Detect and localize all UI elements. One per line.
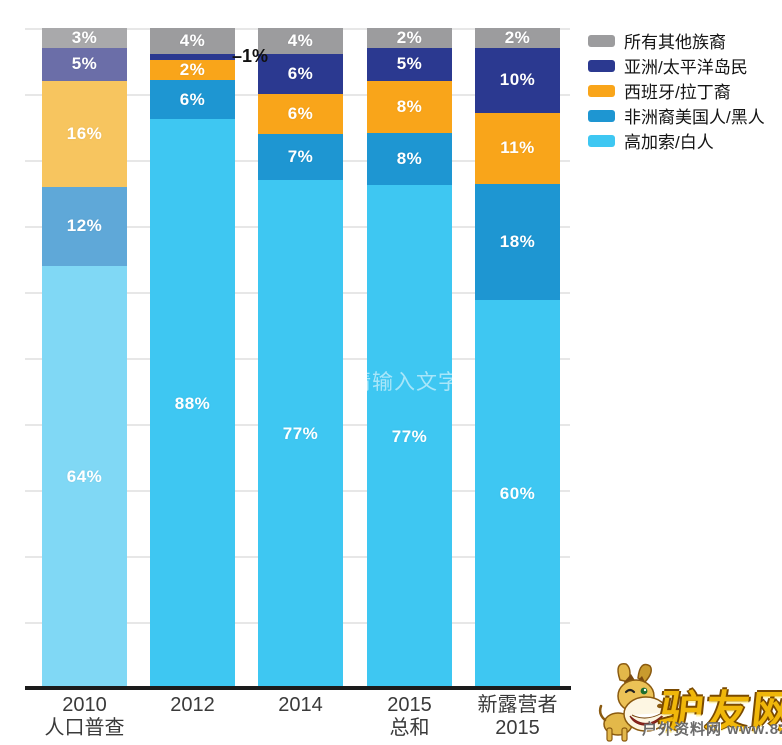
bar-segment: 7% [258, 133, 343, 180]
x-axis-label: 2015 总和 [340, 694, 480, 740]
bar-segment: 5% [367, 48, 452, 81]
segment-value-label: 6% [179, 89, 206, 109]
segment-value-label: 10% [499, 70, 536, 90]
x-axis-label: 2014 [231, 694, 371, 717]
segment-value-label: 12% [66, 216, 103, 236]
segment-value-label: 60% [499, 484, 536, 504]
x-axis-line [25, 686, 571, 690]
x-axis-label-line: 总和 [389, 717, 430, 739]
legend-item: 非洲裔美国人/黑人 [588, 103, 765, 128]
segment-value-label: 6% [287, 103, 314, 123]
segment-value-label: 7% [287, 146, 314, 166]
segment-value-label: 11% [500, 138, 535, 158]
bar-segment: 4% [150, 28, 235, 54]
segment-value-label: 5% [71, 54, 98, 74]
bar-segment [150, 53, 235, 61]
legend-label: 亚洲/太平洋岛民 [624, 58, 748, 77]
segment-value-label: 3% [71, 28, 98, 47]
bar-segment: 18% [475, 183, 560, 301]
bar-segment: 5% [42, 48, 127, 81]
bar-segment: 88% [150, 119, 235, 688]
bar-segment: 2% [367, 28, 452, 48]
segment-value-label: 4% [287, 31, 314, 51]
x-axis-label: 2012 [123, 694, 263, 717]
x-axis-label-line: 2012 [170, 694, 215, 716]
segment-value-label: 2% [396, 28, 423, 47]
plot-area: 3% 5% 16% 12% 64% 4% 2% 6% 88% 4% 6% 6% 7% 77% 2% 5% 8% 8… [25, 28, 570, 689]
bar-segment: 4% [258, 28, 343, 55]
bar-segment: 6% [258, 94, 343, 134]
legend-swatch-icon [588, 59, 615, 72]
legend-item: 亚洲/太平洋岛民 [588, 53, 765, 78]
legend-item: 所有其他族裔 [588, 28, 765, 53]
x-axis-label-line: 2010 [62, 694, 107, 716]
x-axis-label-line: 2015 [387, 694, 432, 716]
segment-value-label: 6% [287, 64, 314, 84]
segment-value-label: 8% [396, 149, 423, 169]
bar-segment: 16% [42, 80, 127, 187]
bar-segment: 11% [475, 112, 560, 184]
segment-value-label: 2% [179, 60, 206, 80]
segment-value-label: 77% [391, 426, 428, 446]
x-axis-label: 新露营者 2015 [448, 694, 588, 740]
segment-value-label: 5% [396, 54, 423, 74]
legend-item: 西班牙/拉丁裔 [588, 78, 765, 103]
bar-segment: 2% [475, 28, 560, 48]
x-axis-label-line: 2015 [495, 717, 540, 739]
legend-swatch-icon [588, 84, 615, 97]
bar-2010-人口普查: 3% 5% 16% 12% 64% [42, 28, 127, 688]
legend-swatch-icon [588, 109, 615, 122]
legend-swatch-icon [588, 134, 615, 147]
segment-value-label: 2% [504, 28, 531, 47]
bar-segment: 64% [42, 265, 127, 688]
bar-segment: 3% [42, 28, 127, 48]
site-logo: 驴友网 户外资料网 www.8264.c [598, 648, 782, 745]
bar-segment: 8% [367, 80, 452, 133]
segment-value-label: 8% [396, 96, 423, 116]
x-axis-label: 2010 人口普查 [15, 694, 155, 740]
bar-新露营者-2015: 2% 10% 11% 18% 60% [475, 28, 560, 688]
legend-swatch-icon [588, 34, 615, 47]
bar-segment: 60% [475, 300, 560, 688]
bar-segment: 2% [150, 60, 235, 81]
bar-segment: 77% [367, 185, 452, 689]
segment-value-label: 77% [282, 423, 319, 443]
legend: 所有其他族裔亚洲/太平洋岛民 西班牙/拉丁裔非洲裔美国人/黑人 高加索/白人 [588, 28, 765, 153]
legend-item: 高加索/白人 [588, 128, 765, 153]
segment-value-label: 18% [499, 231, 536, 251]
segment-value-label: 64% [66, 466, 103, 486]
bar-2012: 4% 2% 6% 88% [150, 28, 235, 688]
x-axis-label-line: 2014 [278, 694, 323, 716]
segment-value-label: 88% [174, 393, 211, 413]
center-watermark-text: 请输入文字 [350, 371, 460, 394]
legend-label: 西班牙/拉丁裔 [624, 83, 731, 102]
bar-segment: 6% [258, 54, 343, 94]
bar-segment: 8% [367, 132, 452, 186]
x-axis-label-line: 新露营者 [477, 694, 558, 716]
bar-segment: 12% [42, 186, 127, 266]
donkey-icon [598, 663, 669, 742]
segment-value-label: 4% [179, 30, 206, 50]
segment-value-label: 16% [66, 123, 103, 143]
bar-2015-总和: 2% 5% 8% 8% 77% [367, 28, 452, 689]
bar-segment: 10% [475, 48, 560, 113]
bar-segment: 6% [150, 80, 235, 120]
outside-value-callout: –1% [232, 46, 269, 66]
legend-label: 所有其他族裔 [624, 33, 726, 52]
x-axis-label-line: 人口普查 [44, 717, 125, 739]
legend-label: 高加索/白人 [624, 133, 714, 152]
legend-label: 非洲裔美国人/黑人 [624, 108, 765, 127]
bar-segment: 77% [258, 179, 343, 688]
bar-2014: 4% 6% 6% 7% 77% [258, 28, 343, 688]
site-subtext: 户外资料网 www.8264.c [642, 721, 782, 738]
